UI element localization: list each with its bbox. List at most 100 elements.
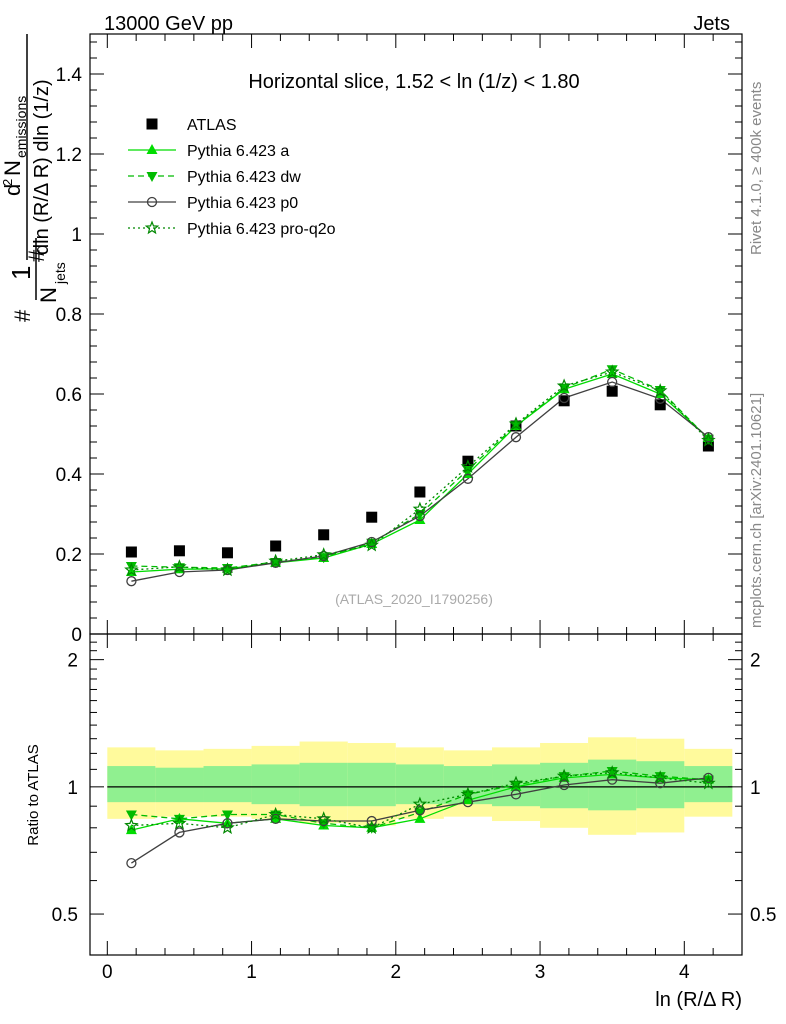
main-series-lines <box>131 368 709 582</box>
ratio-y-tick-label-right-2: 2 <box>750 651 761 672</box>
ratio-point-pythia-6-423-p0-5 <box>366 815 377 827</box>
ratio-point-pythia-6-423-pro-q2o-1 <box>172 815 187 830</box>
ylabel-frac2-num-n: N <box>0 160 25 176</box>
legend-label-pythia-6-423-p0: Pythia 6.423 p0 <box>187 195 298 212</box>
header-left: 13000 GeV pp <box>104 13 233 35</box>
legend: ATLAS Pythia 6.423 a Pythia 6.423 dw Pythia… <box>128 117 336 238</box>
ratio-band-inner-0 <box>107 766 156 803</box>
ratio-point-pythia-6-423-pro-q2o-12 <box>701 775 716 790</box>
main-point-pythia-6-423-pro-q2o-1 <box>172 559 187 574</box>
main-point-pythia-6-423-pro-q2o-2 <box>220 562 235 577</box>
ratio-y-axis-label: Ratio to ATLAS <box>25 744 42 845</box>
legend-marker-pythia-6-423-pro-q2o <box>144 220 160 235</box>
main-point-atlas-2 <box>221 547 233 559</box>
main-y-tick-label-0.8: 0.8 <box>56 305 82 326</box>
main-point-pythia-6-423-dw-12 <box>702 434 714 445</box>
ratio-point-pythia-6-423-pro-q2o-9 <box>556 768 572 783</box>
main-point-pythia-6-423-pro-q2o-8 <box>508 416 524 431</box>
main-point-atlas-10 <box>606 385 618 397</box>
legend-label-atlas: ATLAS <box>187 117 237 134</box>
main-y-tick-label-0.4: 0.4 <box>56 465 83 486</box>
main-point-pythia-6-423-p0-10 <box>607 376 618 388</box>
main-y-tick-label-0.2: 0.2 <box>56 545 82 566</box>
main-point-pythia-6-423-p0-11 <box>655 393 666 404</box>
ratio-point-pythia-6-423-p0-2 <box>222 818 233 829</box>
ratio-band-inner-1 <box>155 767 204 803</box>
header-right: Jets <box>693 13 730 35</box>
main-line-pythia-6-423-a <box>131 373 709 573</box>
ratio-point-pythia-6-423-pro-q2o-5 <box>364 820 379 835</box>
main-point-pythia-6-423-p0-8 <box>510 432 522 443</box>
ratio-point-pythia-6-423-pro-q2o-7 <box>460 786 476 801</box>
x-axis-label: ln (R/Δ R) <box>655 989 742 1011</box>
main-point-pythia-6-423-pro-q2o-10 <box>604 364 620 379</box>
main-point-atlas-11 <box>654 399 666 411</box>
main-point-atlas-12 <box>702 440 714 452</box>
main-point-pythia-6-423-pro-q2o-9 <box>556 378 572 393</box>
x-tick-label-2: 2 <box>391 962 402 983</box>
main-y-tick-label-0: 0 <box>71 625 82 646</box>
main-point-atlas-6 <box>414 486 426 498</box>
main-y-tick-label-0.6: 0.6 <box>56 385 82 406</box>
x-tick-label-1: 1 <box>246 962 257 983</box>
main-point-pythia-6-423-p0-9 <box>558 392 570 404</box>
main-point-pythia-6-423-pro-q2o-11 <box>652 383 668 398</box>
main-point-pythia-6-423-dw-5 <box>366 538 378 549</box>
ratio-axes: 0.5 0.5 1 1 2 2 0 1 2 3 4 <box>52 633 776 983</box>
main-point-pythia-6-423-dw-10 <box>606 365 618 376</box>
main-line-pythia-6-423-dw <box>131 368 709 569</box>
ratio-point-pythia-6-423-pro-q2o-10 <box>604 765 620 779</box>
x-tick-label-0: 0 <box>102 962 113 983</box>
main-point-pythia-6-423-pro-q2o-5 <box>364 537 379 552</box>
rivet-version-label: Rivet 4.1.0, ≥ 400k events <box>748 82 765 255</box>
ratio-point-pythia-6-423-p0-9 <box>558 779 570 791</box>
ratio-point-pythia-6-423-p0-6 <box>414 805 426 816</box>
legend-marker-atlas <box>146 118 158 130</box>
ratio-point-pythia-6-423-p0-7 <box>462 797 474 808</box>
ylabel-hash-2: # <box>24 249 49 262</box>
main-line-pythia-6-423-pro-q2o <box>131 371 709 571</box>
ylabel-hash-1: # <box>10 309 35 322</box>
main-y-tick-label-1.4: 1.4 <box>56 65 83 86</box>
main-point-pythia-6-423-p0-3 <box>270 557 281 568</box>
main-line-pythia-6-423-p0 <box>131 381 709 582</box>
ratio-point-pythia-6-423-pro-q2o-4 <box>316 811 331 826</box>
main-point-pythia-6-423-p0-5 <box>366 536 377 548</box>
ratio-y-tick-label-left-0.5: 0.5 <box>52 905 78 926</box>
main-point-pythia-6-423-p0-0 <box>126 576 137 587</box>
ratio-point-pythia-6-423-p0-1 <box>174 827 185 838</box>
main-point-pythia-6-423-p0-12 <box>703 432 714 443</box>
main-point-atlas-4 <box>318 529 330 541</box>
ratio-band-inner-2 <box>203 766 252 803</box>
legend-marker-pythia-6-423-a <box>146 144 158 154</box>
ylabel-frac2-num-sub: emissions <box>13 96 29 158</box>
ratio-point-pythia-6-423-dw-1 <box>173 814 185 825</box>
analysis-watermark: (ATLAS_2020_I1790256) <box>335 591 493 607</box>
ratio-point-pythia-6-423-dw-12 <box>702 775 714 786</box>
legend-label-pythia-6-423-pro-q2o: Pythia 6.423 pro-q2o <box>187 221 336 238</box>
ratio-point-pythia-6-423-pro-q2o-8 <box>508 775 524 790</box>
ylabel-frac1-den: N <box>36 287 61 303</box>
main-series-markers <box>124 364 716 587</box>
legend-marker-pythia-6-423-p0 <box>146 196 158 208</box>
ratio-band-inner-3 <box>251 764 300 805</box>
main-point-atlas-0 <box>125 546 137 558</box>
ratio-point-pythia-6-423-pro-q2o-2 <box>220 820 235 835</box>
ratio-point-pythia-6-423-p0-4 <box>318 815 329 827</box>
main-point-pythia-6-423-p0-4 <box>318 550 329 562</box>
main-point-pythia-6-423-p0-1 <box>174 566 185 578</box>
ratio-point-pythia-6-423-dw-6 <box>414 808 426 819</box>
ratio-y-tick-label-right-1: 1 <box>750 778 761 799</box>
legend-label-pythia-6-423-a: Pythia 6.423 a <box>187 143 289 160</box>
ratio-uncertainty-bands <box>107 737 733 835</box>
ratio-point-pythia-6-423-p0-11 <box>655 778 666 789</box>
ratio-point-pythia-6-423-pro-q2o-3 <box>268 806 283 821</box>
ratio-band-inner-5 <box>347 762 396 807</box>
main-point-pythia-6-423-pro-q2o-0 <box>124 562 139 577</box>
chart-title: Horizontal slice, 1.52 < ln (1/z) < 1.80 <box>248 71 579 93</box>
main-point-pythia-6-423-pro-q2o-6 <box>412 501 428 516</box>
main-point-atlas-3 <box>270 540 282 552</box>
main-y-axis-label: # 1 N jets # d 2 N emissions dln (R/Δ R)… <box>0 34 68 322</box>
ratio-frame <box>89 633 743 956</box>
